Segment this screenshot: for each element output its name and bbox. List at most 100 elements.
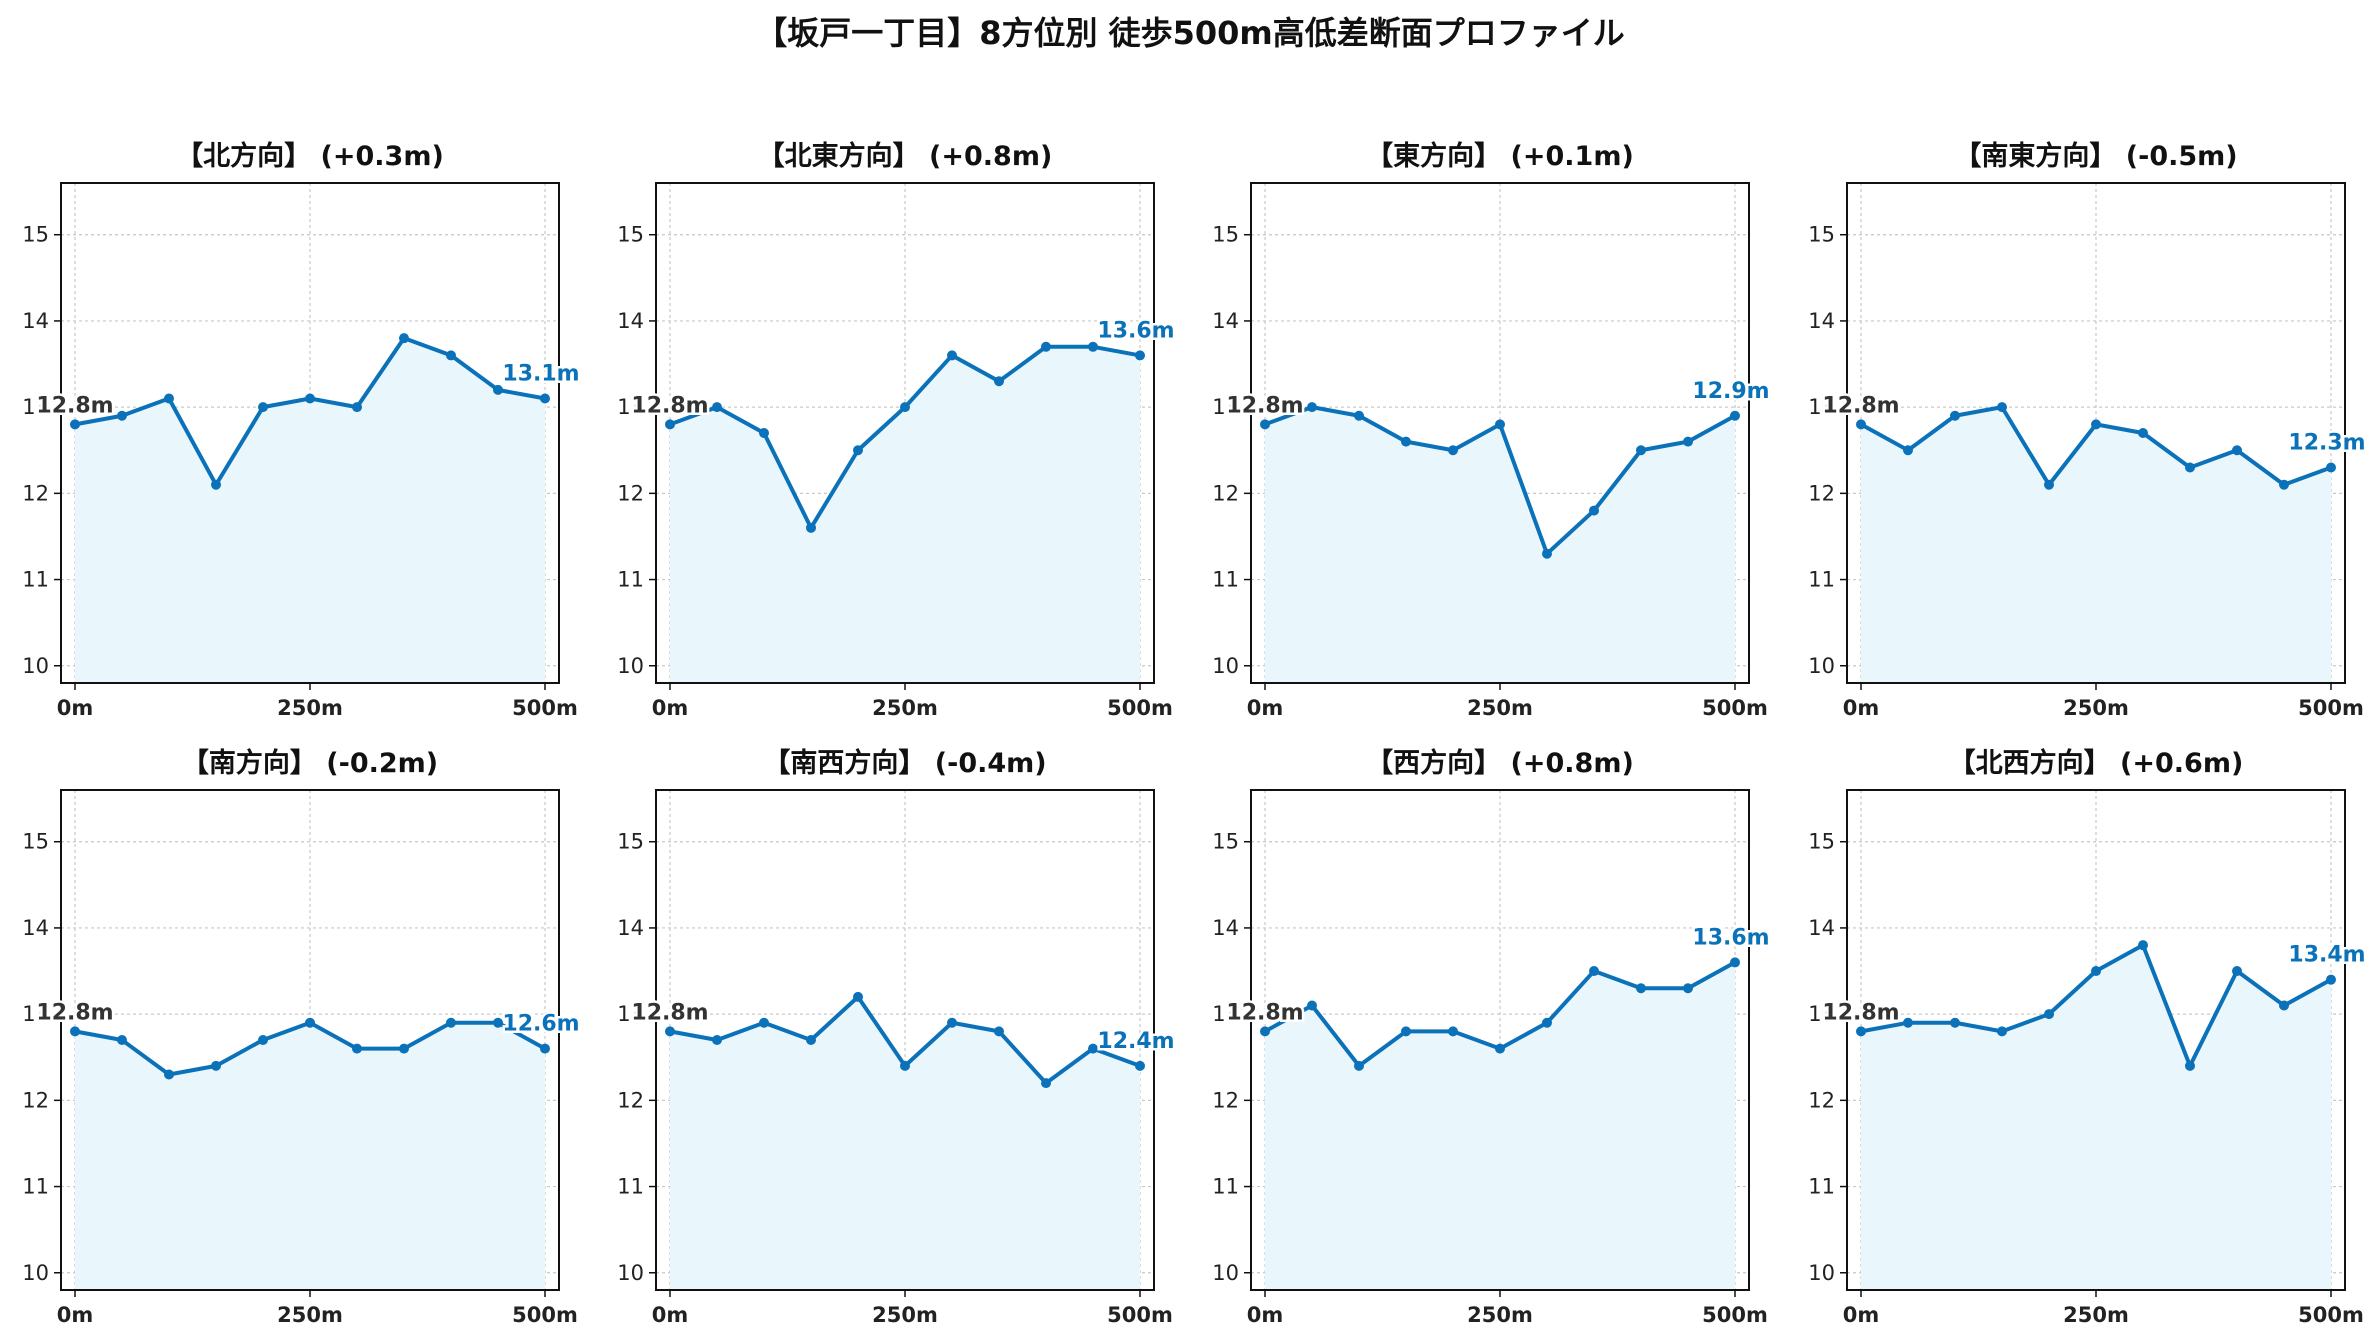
data-point — [1401, 1026, 1411, 1037]
data-point — [1135, 350, 1145, 361]
y-tick-label: 10 — [22, 1261, 49, 1285]
data-point — [258, 402, 268, 413]
panel-title: 【北方向】 (+0.3m) — [176, 140, 444, 172]
x-tick-label: 250m — [277, 1303, 343, 1327]
y-tick-label: 10 — [1212, 654, 1239, 678]
data-point — [665, 419, 675, 430]
data-point — [1589, 505, 1599, 516]
x-tick-label: 500m — [1107, 696, 1173, 720]
data-point — [759, 1017, 769, 1028]
data-point — [117, 410, 127, 421]
y-tick-label: 10 — [617, 1261, 644, 1285]
data-point — [806, 522, 816, 533]
data-point — [211, 1060, 221, 1071]
data-point — [1448, 1026, 1458, 1037]
y-tick-label: 15 — [1808, 830, 1835, 854]
data-point — [1495, 419, 1505, 430]
y-tick-label: 14 — [617, 916, 644, 940]
y-tick-label: 14 — [617, 309, 644, 333]
y-tick-label: 12 — [617, 1088, 644, 1112]
start-value-label: 12.8m — [1226, 393, 1303, 418]
data-point — [1135, 1060, 1145, 1071]
area-fill — [1265, 407, 1735, 683]
start-value-label: 12.8m — [1822, 1000, 1899, 1025]
data-point — [665, 1026, 675, 1037]
y-tick-label: 15 — [1808, 223, 1835, 247]
data-point — [2091, 966, 2101, 977]
data-point — [2232, 445, 2242, 456]
y-tick-label: 13 — [22, 1002, 49, 1026]
area-fill — [75, 338, 545, 683]
x-tick-label: 0m — [57, 696, 94, 720]
x-tick-label: 500m — [512, 696, 578, 720]
panel-title: 【北西方向】 (+0.6m) — [1949, 747, 2244, 779]
data-point — [1307, 402, 1317, 413]
x-tick-label: 500m — [1107, 1303, 1173, 1327]
data-point — [1542, 1017, 1552, 1028]
data-point — [1950, 1017, 1960, 1028]
y-tick-label: 11 — [617, 1175, 644, 1199]
y-tick-label: 11 — [1212, 1175, 1239, 1199]
start-value-label: 12.8m — [1226, 1000, 1303, 1025]
data-point — [1730, 410, 1740, 421]
x-tick-label: 250m — [277, 696, 343, 720]
y-tick-label: 10 — [1212, 1261, 1239, 1285]
panel-title: 【西方向】 (+0.8m) — [1366, 747, 1634, 779]
end-value-label: 12.6m — [502, 1012, 579, 1037]
y-tick-label: 10 — [1808, 1261, 1835, 1285]
y-tick-label: 11 — [1808, 1175, 1835, 1199]
y-tick-label: 12 — [1212, 481, 1239, 505]
y-tick-label: 11 — [22, 568, 49, 592]
panel-6: 10 11 12 13 14 15 0m 250m 500m 【西方向】 (+0.8m) 12.8m… — [1212, 747, 1772, 1327]
area-fill — [1861, 407, 2331, 683]
y-tick-label: 13 — [617, 395, 644, 419]
data-point — [2279, 1000, 2289, 1011]
y-tick-label: 14 — [1808, 916, 1835, 940]
end-value-label: 12.4m — [1097, 1029, 1174, 1054]
y-tick-label: 11 — [22, 1175, 49, 1199]
y-tick-label: 10 — [1808, 654, 1835, 678]
data-point — [994, 376, 1004, 387]
data-point — [853, 991, 863, 1002]
area-fill — [1861, 945, 2331, 1290]
x-tick-label: 0m — [57, 1303, 94, 1327]
panel-2: 10 11 12 13 14 15 0m 250m 500m 【東方向】 (+0.1m) 12.8m… — [1212, 140, 1772, 720]
data-point — [2138, 940, 2148, 951]
y-tick-label: 15 — [617, 830, 644, 854]
y-tick-label: 13 — [617, 1002, 644, 1026]
start-value-label: 12.8m — [36, 393, 113, 418]
data-point — [2138, 428, 2148, 438]
panel-title: 【南西方向】 (-0.4m) — [763, 747, 1046, 779]
data-point — [994, 1026, 1004, 1037]
panel-title: 【東方向】 (+0.1m) — [1366, 140, 1634, 172]
data-point — [1401, 436, 1411, 447]
y-tick-label: 13 — [1808, 1002, 1835, 1026]
data-point — [2279, 479, 2289, 490]
x-tick-label: 500m — [1702, 1303, 1768, 1327]
data-point — [1589, 966, 1599, 977]
panel-1: 10 11 12 13 14 15 0m 250m 500m 【北東方向】 (+0.8m) 12.8… — [617, 140, 1177, 720]
y-tick-label: 14 — [1808, 309, 1835, 333]
data-point — [352, 402, 362, 413]
data-point — [1730, 957, 1740, 968]
data-point — [759, 428, 769, 438]
y-tick-label: 14 — [22, 916, 49, 940]
area-fill — [1265, 962, 1735, 1290]
x-tick-label: 0m — [1247, 1303, 1284, 1327]
data-point — [352, 1043, 362, 1054]
y-tick-label: 15 — [1212, 223, 1239, 247]
data-point — [305, 393, 315, 404]
data-point — [1683, 983, 1693, 994]
y-tick-label: 12 — [1212, 1088, 1239, 1112]
y-tick-label: 13 — [1212, 1002, 1239, 1026]
y-tick-label: 10 — [22, 654, 49, 678]
data-point — [540, 393, 550, 404]
x-tick-label: 250m — [1467, 1303, 1533, 1327]
data-point — [1542, 548, 1552, 559]
data-point — [1856, 1026, 1866, 1037]
data-point — [1260, 1026, 1270, 1037]
y-tick-label: 12 — [617, 481, 644, 505]
data-point — [947, 350, 957, 361]
end-value-label: 13.6m — [1692, 925, 1769, 950]
data-point — [806, 1035, 816, 1045]
